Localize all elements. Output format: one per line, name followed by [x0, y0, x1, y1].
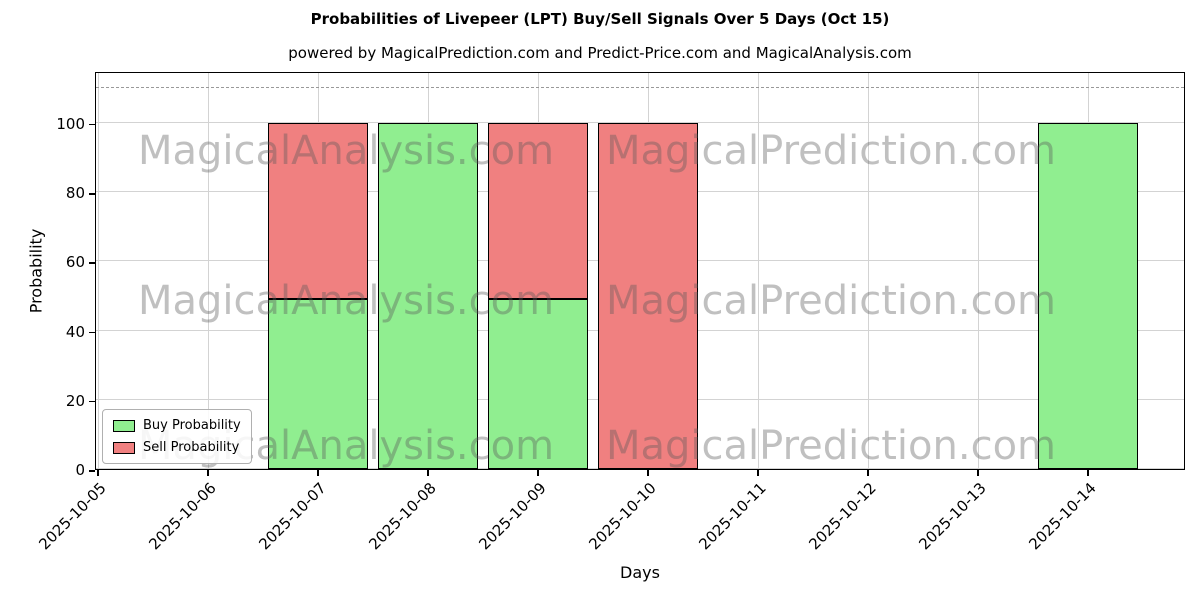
x-tick-mark — [1087, 470, 1089, 476]
x-tick-mark — [757, 470, 759, 476]
y-tick-mark — [89, 193, 95, 195]
x-tick-mark — [317, 470, 319, 476]
y-tick-mark — [89, 400, 95, 403]
x-axis-label: Days — [620, 563, 660, 582]
bar-segment-buy — [268, 299, 368, 469]
y-tick-label: 60 — [65, 253, 85, 272]
y-tick-label: 20 — [65, 391, 85, 410]
x-tick-mark — [207, 470, 209, 476]
h-gridline — [96, 121, 1184, 123]
y-tick-mark — [89, 262, 95, 264]
x-tick-mark — [867, 470, 869, 476]
v-gridline — [978, 73, 979, 469]
bar-segment-buy — [378, 122, 478, 469]
legend: Buy Probability Sell Probability — [102, 409, 252, 464]
chart-subtitle: powered by MagicalPrediction.com and Pre… — [288, 44, 912, 62]
legend-item: Buy Probability — [113, 418, 241, 433]
legend-swatch — [113, 441, 135, 454]
x-tick-mark — [97, 470, 99, 476]
x-tick-mark — [427, 470, 429, 476]
y-tick-label: 0 — [75, 461, 85, 479]
y-tick-label: 100 — [56, 114, 85, 133]
bar-segment-buy — [1038, 122, 1138, 469]
bar-segment-buy — [488, 299, 588, 469]
y-tick-mark — [89, 331, 95, 334]
legend-label: Sell Probability — [143, 440, 240, 455]
y-tick-label: 80 — [65, 184, 85, 203]
bar-segment-sell — [488, 122, 588, 300]
x-tick-mark — [537, 470, 539, 476]
v-gridline — [868, 73, 869, 469]
v-gridline — [208, 73, 209, 469]
legend-item: Sell Probability — [113, 440, 241, 455]
legend-swatch — [113, 419, 135, 432]
x-tick-mark — [647, 470, 649, 476]
legend-label: Buy Probability — [143, 418, 241, 433]
bar-segment-sell — [268, 122, 368, 300]
dashed-guideline — [96, 87, 1184, 89]
y-tick-label: 40 — [65, 322, 85, 341]
plot-area: Buy Probability Sell Probability MagicalA… — [95, 72, 1185, 470]
v-gridline — [98, 73, 99, 469]
y-tick-mark — [89, 123, 95, 126]
x-tick-mark — [977, 470, 979, 476]
chart-title: Probabilities of Livepeer (LPT) Buy/Sell… — [310, 10, 890, 28]
v-gridline — [758, 73, 759, 469]
y-tick-mark — [89, 470, 95, 472]
bar-segment-sell — [598, 122, 698, 469]
